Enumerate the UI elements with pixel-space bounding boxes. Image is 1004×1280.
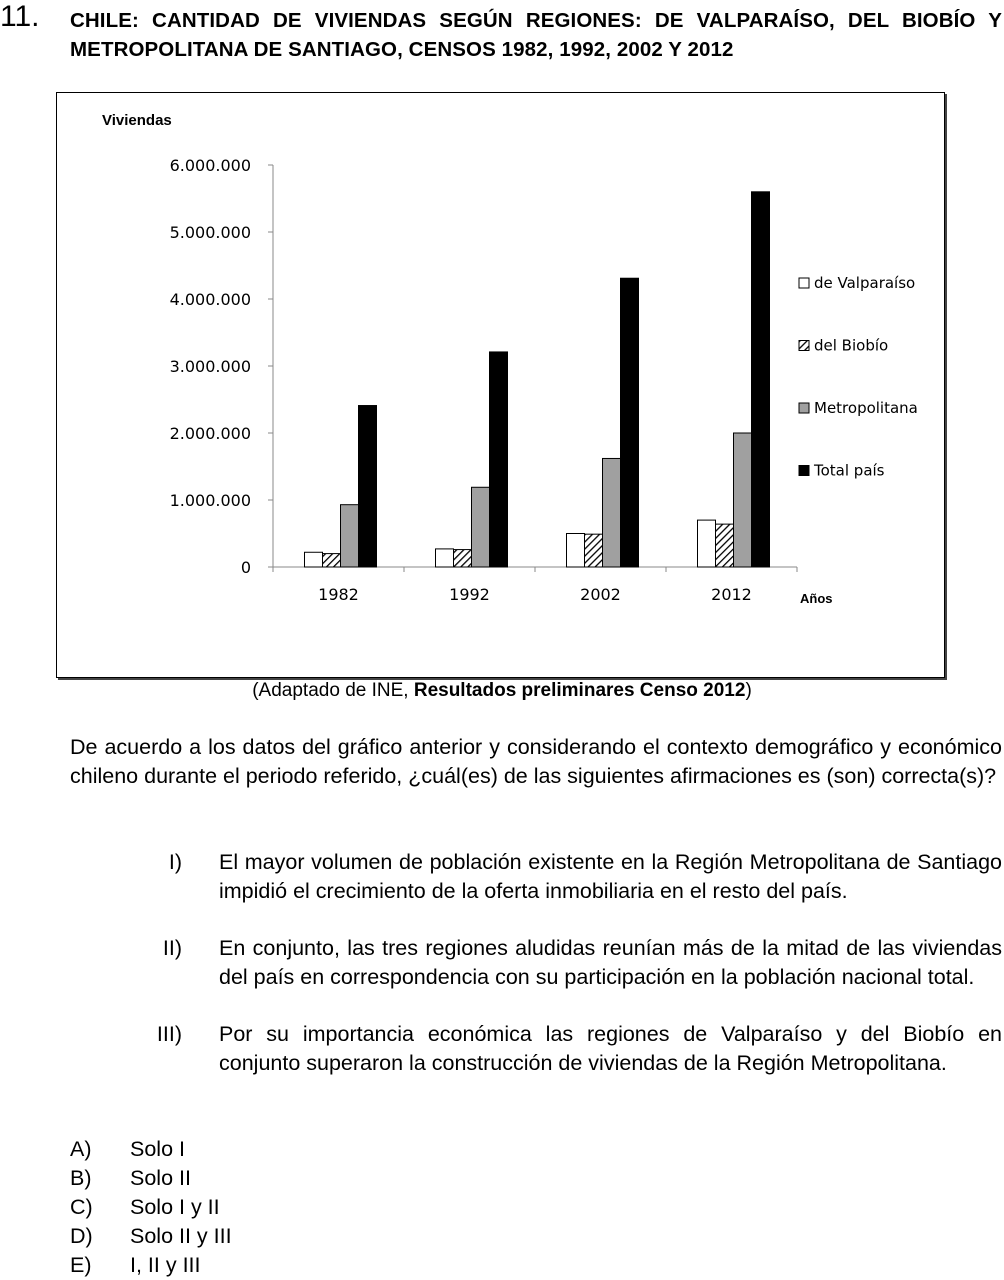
bar (340, 504, 359, 568)
option-text: Solo I y II (130, 1195, 220, 1219)
option-e[interactable]: E) I, II y III (70, 1251, 200, 1280)
y-tick-label: 5.000.000 (170, 223, 251, 242)
question-stem: De acuerdo a los datos del gráfico anter… (70, 735, 1002, 788)
bar (471, 486, 490, 568)
option-letter: E) (70, 1253, 92, 1277)
statement-number: II) (162, 936, 182, 960)
option-text: Solo I (130, 1137, 185, 1161)
legend-swatch (798, 402, 810, 414)
legend-label: del Biobío (814, 337, 888, 355)
option-letter: D) (70, 1224, 93, 1248)
bar (566, 533, 585, 568)
bar (584, 533, 603, 568)
legend-label: Total país (813, 462, 885, 480)
statement-number: III) (156, 1022, 182, 1046)
option-a[interactable]: A) Solo I (70, 1135, 185, 1164)
statement-text: El mayor volumen de población existente … (219, 850, 1002, 903)
bar (358, 405, 377, 568)
bar (751, 191, 770, 568)
x-axis-label: Años (800, 591, 833, 606)
option-letter: B) (70, 1166, 92, 1190)
bar (602, 457, 621, 568)
bar (715, 523, 734, 568)
chart-container: Viviendas Años 0 1.000.000 2.000.000 3.000.00… (56, 92, 945, 678)
y-tick-label: 6.000.000 (170, 156, 251, 175)
y-tick-label: 4.000.000 (170, 290, 251, 309)
legend-swatch (798, 277, 810, 289)
bar (435, 548, 454, 568)
option-b[interactable]: B) Solo II (70, 1164, 191, 1193)
y-tick-label: 3.000.000 (170, 357, 251, 376)
bar (697, 519, 716, 568)
option-text: Solo II (130, 1166, 191, 1190)
option-text: Solo II y III (130, 1224, 232, 1248)
source-prefix: (Adaptado de INE, (252, 680, 414, 701)
bar (304, 551, 323, 568)
legend-label: de Valparaíso (814, 274, 915, 292)
source-suffix: ) (745, 680, 752, 701)
option-letter: A) (70, 1137, 92, 1161)
bar (453, 549, 472, 568)
x-tick-label: 1982 (318, 585, 359, 604)
bar (489, 351, 508, 568)
bar (620, 277, 639, 568)
legend-label: Metropolitana (814, 399, 918, 417)
source-title: Resultados preliminares Censo 2012 (413, 680, 746, 701)
source-citation: (Adaptado de INE, Resultados preliminare… (0, 680, 1004, 702)
x-tick-label: 2002 (580, 585, 621, 604)
bar (733, 432, 752, 568)
y-tick-label: 1.000.000 (170, 491, 251, 510)
question-title: CHILE: CANTIDAD DE VIVIENDAS SEGÚN REGIO… (70, 9, 1002, 61)
option-letter: C) (70, 1195, 93, 1219)
statement-text: Por su importancia económica las regione… (219, 1022, 1002, 1075)
y-axis-label: Viviendas (102, 112, 172, 129)
legend-swatch (798, 465, 810, 476)
x-tick-label: 1992 (449, 585, 490, 604)
statement-number: I) (168, 850, 182, 874)
legend-swatch (798, 340, 810, 351)
y-tick-label: 0 (241, 558, 251, 577)
question-number: 11. (0, 0, 40, 33)
option-d[interactable]: D) Solo II y III (70, 1222, 232, 1251)
statement-text: En conjunto, las tres regiones aludidas … (219, 936, 1002, 989)
x-tick-label: 2012 (711, 585, 752, 604)
bar-chart: Viviendas Años 0 1.000.000 2.000.000 3.000.00… (102, 112, 918, 606)
bar (322, 553, 341, 568)
y-tick-label: 2.000.000 (170, 424, 251, 443)
option-text: I, II y III (130, 1253, 201, 1277)
option-c[interactable]: C) Solo I y II (70, 1193, 220, 1222)
